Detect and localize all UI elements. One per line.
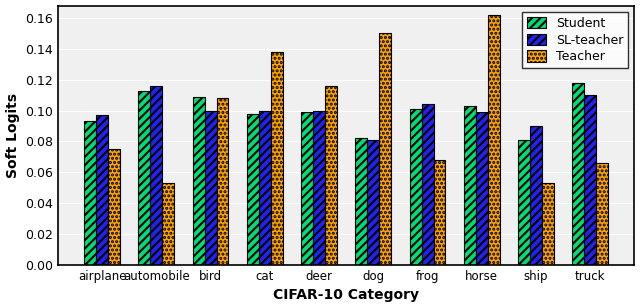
Bar <box>247 114 259 265</box>
Bar <box>542 183 554 265</box>
Bar <box>193 97 205 265</box>
Bar <box>325 86 337 265</box>
Bar <box>367 140 380 265</box>
Bar <box>410 109 422 265</box>
Bar <box>138 91 150 265</box>
Bar <box>313 111 325 265</box>
Y-axis label: Soft Logits: Soft Logits <box>6 93 20 178</box>
Bar <box>518 140 530 265</box>
Bar <box>488 15 500 265</box>
Bar <box>271 52 283 265</box>
Bar <box>433 160 445 265</box>
X-axis label: CIFAR-10 Category: CIFAR-10 Category <box>273 289 419 302</box>
Bar <box>380 33 391 265</box>
Bar <box>464 106 476 265</box>
Bar <box>259 111 271 265</box>
Bar <box>150 86 163 265</box>
Bar <box>108 149 120 265</box>
Bar <box>422 104 433 265</box>
Bar <box>84 121 96 265</box>
Bar <box>584 95 596 265</box>
Bar <box>476 112 488 265</box>
Bar <box>530 126 542 265</box>
Bar <box>301 112 313 265</box>
Bar <box>596 163 608 265</box>
Bar <box>355 138 367 265</box>
Bar <box>96 115 108 265</box>
Legend: Student, SL-teacher, Teacher: Student, SL-teacher, Teacher <box>522 12 628 68</box>
Bar <box>205 111 216 265</box>
Bar <box>572 83 584 265</box>
Bar <box>163 183 174 265</box>
Bar <box>216 98 228 265</box>
